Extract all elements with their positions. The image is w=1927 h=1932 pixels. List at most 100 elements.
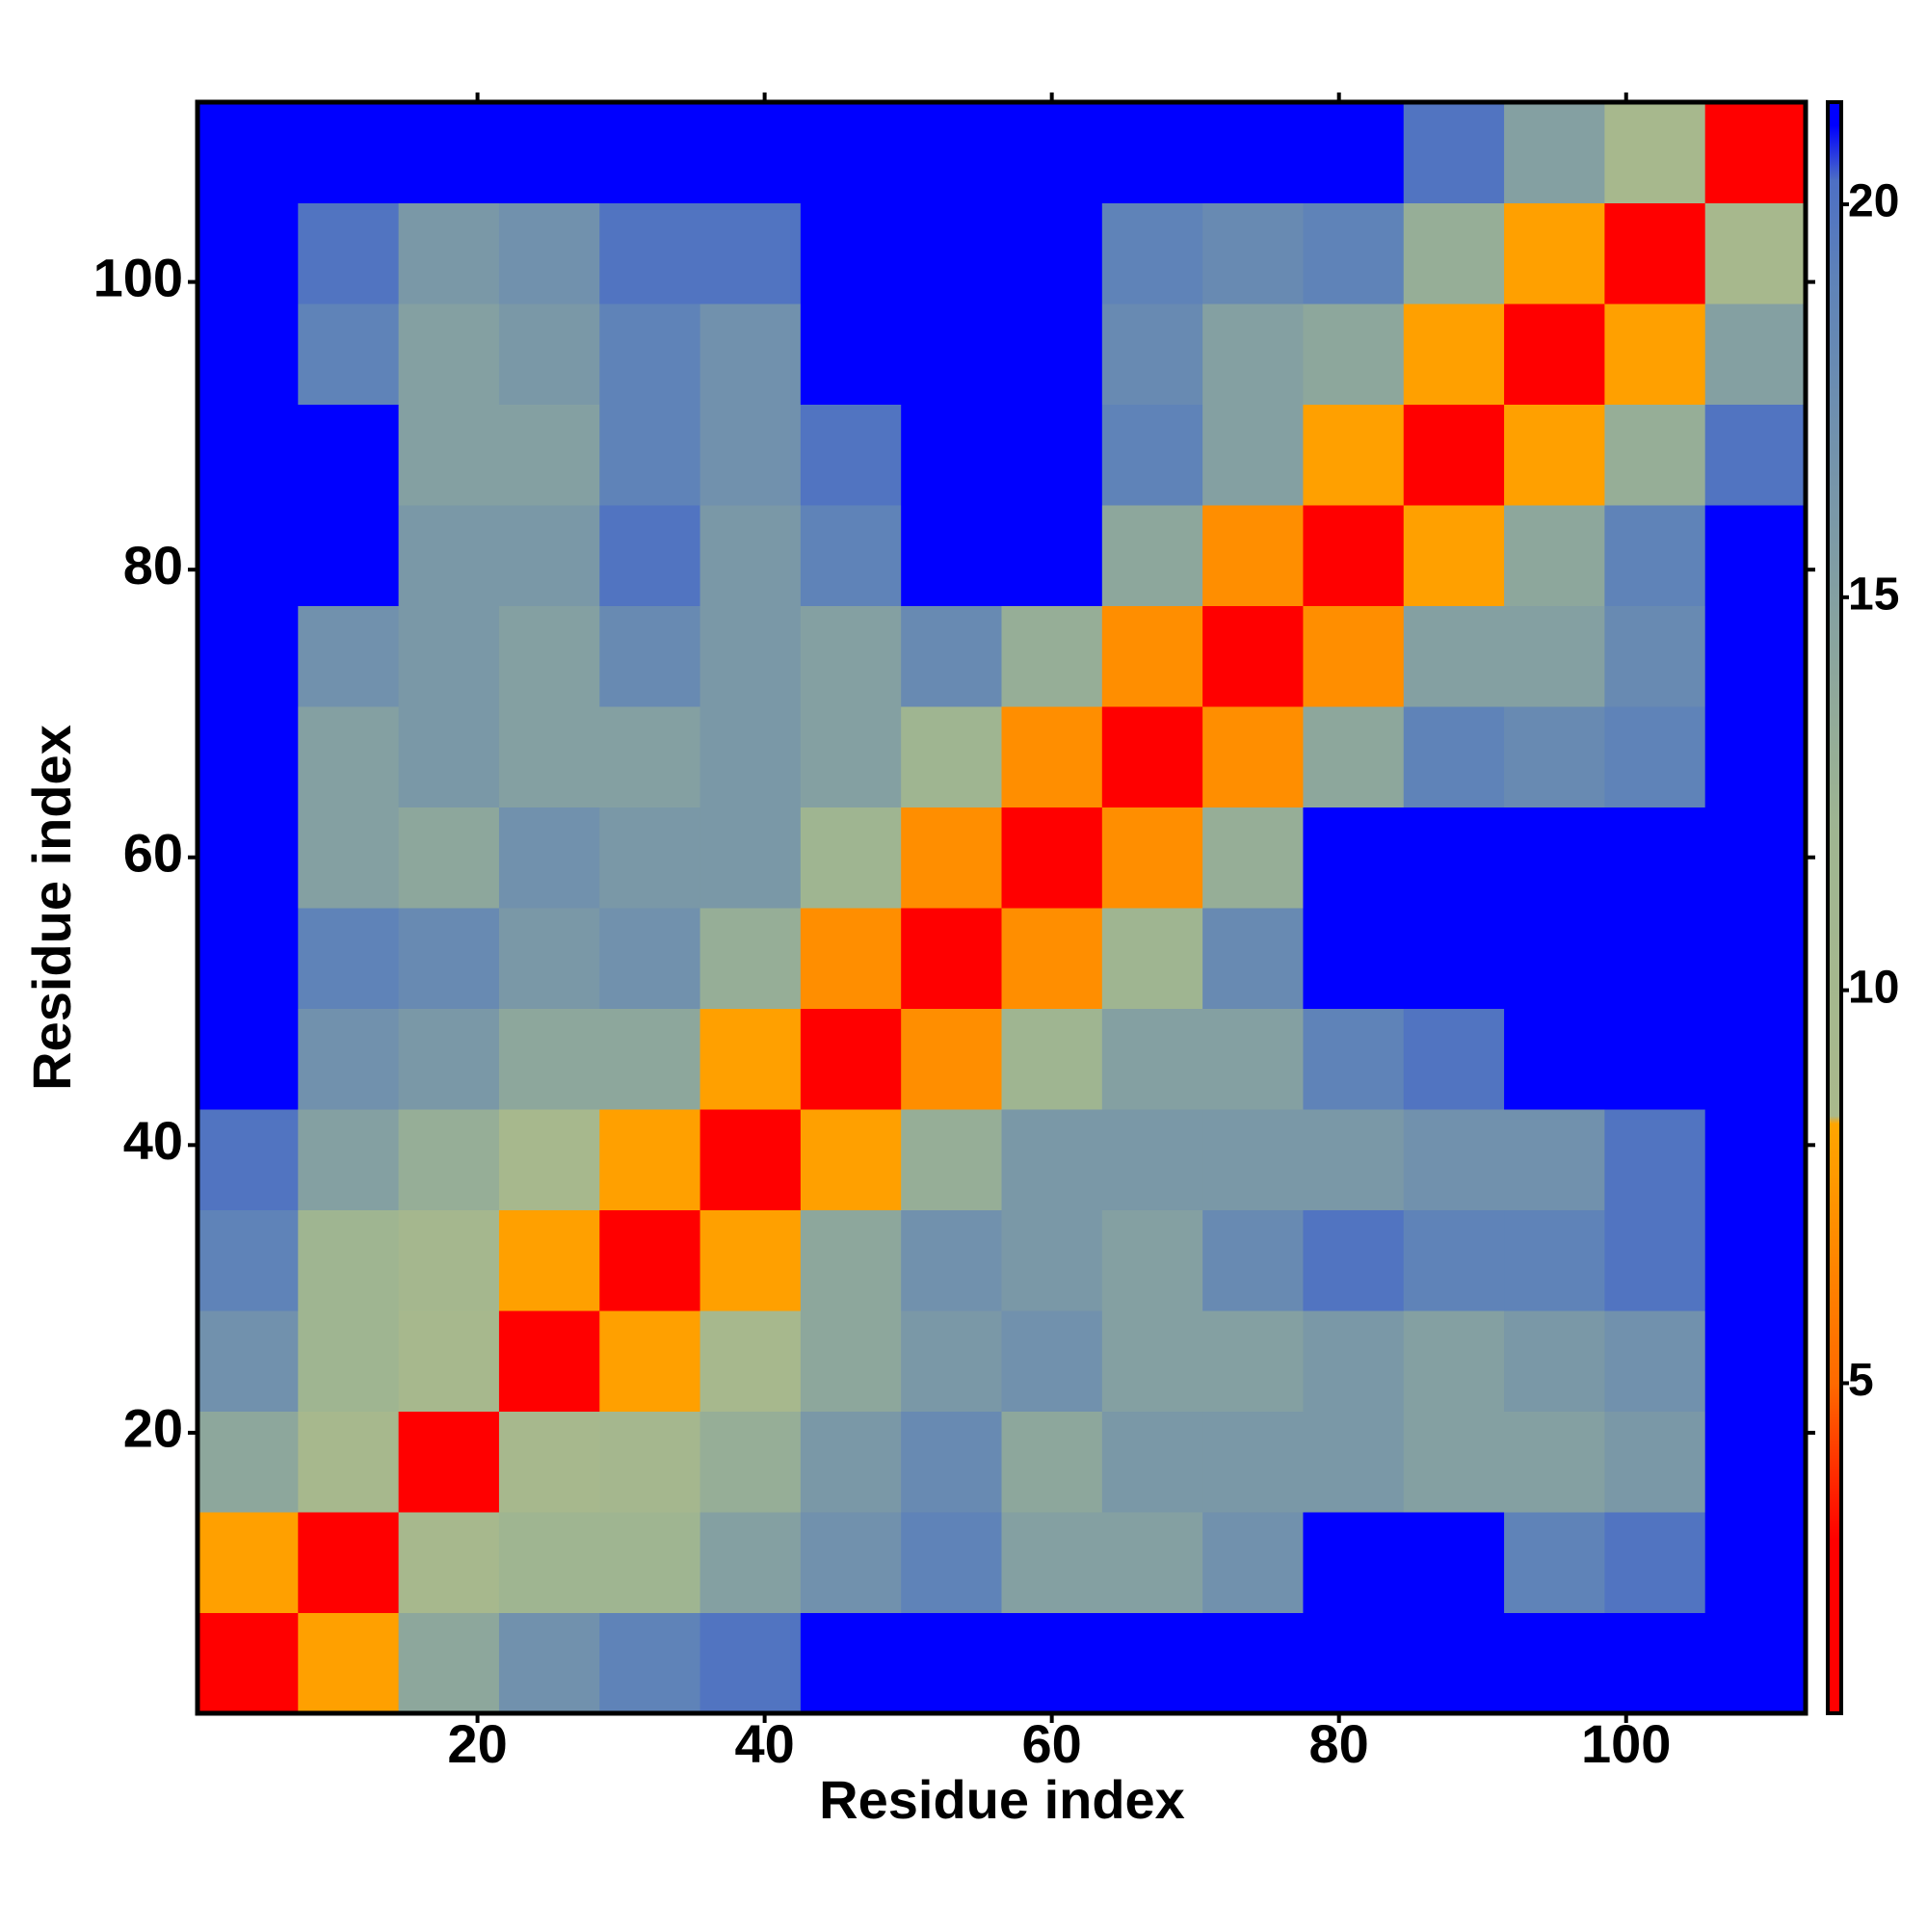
heatmap-cell (1403, 102, 1505, 203)
heatmap-cell (398, 1109, 500, 1210)
heatmap-cell (1303, 706, 1405, 807)
heatmap-cell (1303, 505, 1405, 606)
plot-frame (195, 99, 1808, 1716)
heatmap-cell (398, 908, 500, 1009)
heatmap-cell (1001, 1512, 1103, 1613)
heatmap-cell (398, 1209, 500, 1311)
heatmap-cell (1101, 706, 1203, 807)
heatmap-cell (800, 505, 902, 606)
heatmap-cell (1202, 1612, 1304, 1714)
heatmap-cell (700, 304, 802, 405)
heatmap-cell (901, 1612, 1002, 1714)
heatmap-cell (1303, 102, 1405, 203)
heatmap-cell (901, 1310, 1002, 1412)
heatmap-cell (800, 1512, 902, 1613)
heatmap-cell (198, 1612, 299, 1714)
heatmap-cell (700, 1310, 802, 1412)
colorbar (1826, 100, 1843, 1715)
heatmap-cell (1101, 1109, 1203, 1210)
heatmap-cell (1202, 807, 1304, 909)
heatmap-cell (1704, 102, 1807, 203)
heatmap-cell (599, 202, 701, 304)
heatmap-cell (1504, 1512, 1605, 1613)
heatmap-cell (1001, 202, 1103, 304)
heatmap-cell (1403, 1008, 1505, 1110)
heatmap-cell (1101, 1612, 1203, 1714)
heatmap-cell (599, 1612, 701, 1714)
heatmap-cell (599, 102, 701, 203)
heatmap-cell (901, 202, 1002, 304)
heatmap-cell (1704, 706, 1807, 807)
heatmap-cell (198, 1209, 299, 1311)
heatmap-cell (1403, 807, 1505, 909)
heatmap-cell (599, 1512, 701, 1613)
heatmap-cell (198, 807, 299, 909)
heatmap-cell (498, 605, 600, 707)
heatmap-cell (1403, 1411, 1505, 1513)
heatmap-cell (1704, 908, 1807, 1009)
heatmap-cell (1403, 404, 1505, 506)
heatmap-cell (700, 1612, 802, 1714)
heatmap-cell (498, 404, 600, 506)
heatmap-cell (1504, 1008, 1605, 1110)
heatmap-cell (1504, 807, 1605, 909)
heatmap-cell (1604, 908, 1706, 1009)
heatmap-cell (1202, 1512, 1304, 1613)
heatmap-cell (198, 1310, 299, 1412)
heatmap-cell (298, 102, 400, 203)
heatmap-cell (1604, 505, 1706, 606)
heatmap-cell (1202, 202, 1304, 304)
heatmap-cell (1403, 908, 1505, 1009)
heatmap-cell (1202, 605, 1304, 707)
heatmap-cell (1001, 605, 1103, 707)
heatmap-cell (1604, 1008, 1706, 1110)
heatmap-cell (800, 807, 902, 909)
y-tick-label: 40 (123, 1110, 183, 1171)
heatmap-cell (800, 202, 902, 304)
x-tick-label: 20 (447, 1713, 507, 1774)
heatmap-cell (901, 404, 1002, 506)
heatmap-cell (298, 202, 400, 304)
heatmap-cell (700, 404, 802, 506)
heatmap-cell (1604, 706, 1706, 807)
heatmap-cell (1202, 304, 1304, 405)
heatmap-cell (1704, 304, 1807, 405)
x-tick-label: 40 (734, 1713, 794, 1774)
heatmap-cell (700, 605, 802, 707)
heatmap-cells (198, 102, 1807, 1714)
heatmap-cell (398, 404, 500, 506)
heatmap-cell (1101, 102, 1203, 203)
heatmap-cell (1604, 1310, 1706, 1412)
heatmap-cell (198, 706, 299, 807)
heatmap-cell (198, 605, 299, 707)
heatmap-cell (298, 505, 400, 606)
heatmap-cell (498, 1411, 600, 1513)
heatmap-cell (1504, 102, 1605, 203)
heatmap-cell (700, 202, 802, 304)
heatmap-cell (498, 202, 600, 304)
heatmap-cell (901, 1008, 1002, 1110)
heatmap-cell (1403, 304, 1505, 405)
heatmap-cell (198, 505, 299, 606)
heatmap-cell (1504, 605, 1605, 707)
heatmap-cell (700, 1411, 802, 1513)
heatmap-cell (398, 1008, 500, 1110)
heatmap-cell (901, 908, 1002, 1009)
heatmap-cell (1504, 1109, 1605, 1210)
heatmap-cell (1202, 1209, 1304, 1311)
heatmap-cell (599, 807, 701, 909)
heatmap-cell (398, 1411, 500, 1513)
heatmap-cell (599, 1209, 701, 1311)
heatmap-cell (1101, 304, 1203, 405)
heatmap-cell (498, 505, 600, 606)
heatmap-cell (1303, 1512, 1405, 1613)
heatmap-cell (1202, 1109, 1304, 1210)
heatmap-cell (498, 1612, 600, 1714)
heatmap-cell (700, 102, 802, 203)
heatmap-cell (1101, 807, 1203, 909)
heatmap-cell (198, 1512, 299, 1613)
heatmap-cell (498, 102, 600, 203)
heatmap-cell (1504, 505, 1605, 606)
heatmap-cell (398, 505, 500, 606)
heatmap-cell (298, 1411, 400, 1513)
